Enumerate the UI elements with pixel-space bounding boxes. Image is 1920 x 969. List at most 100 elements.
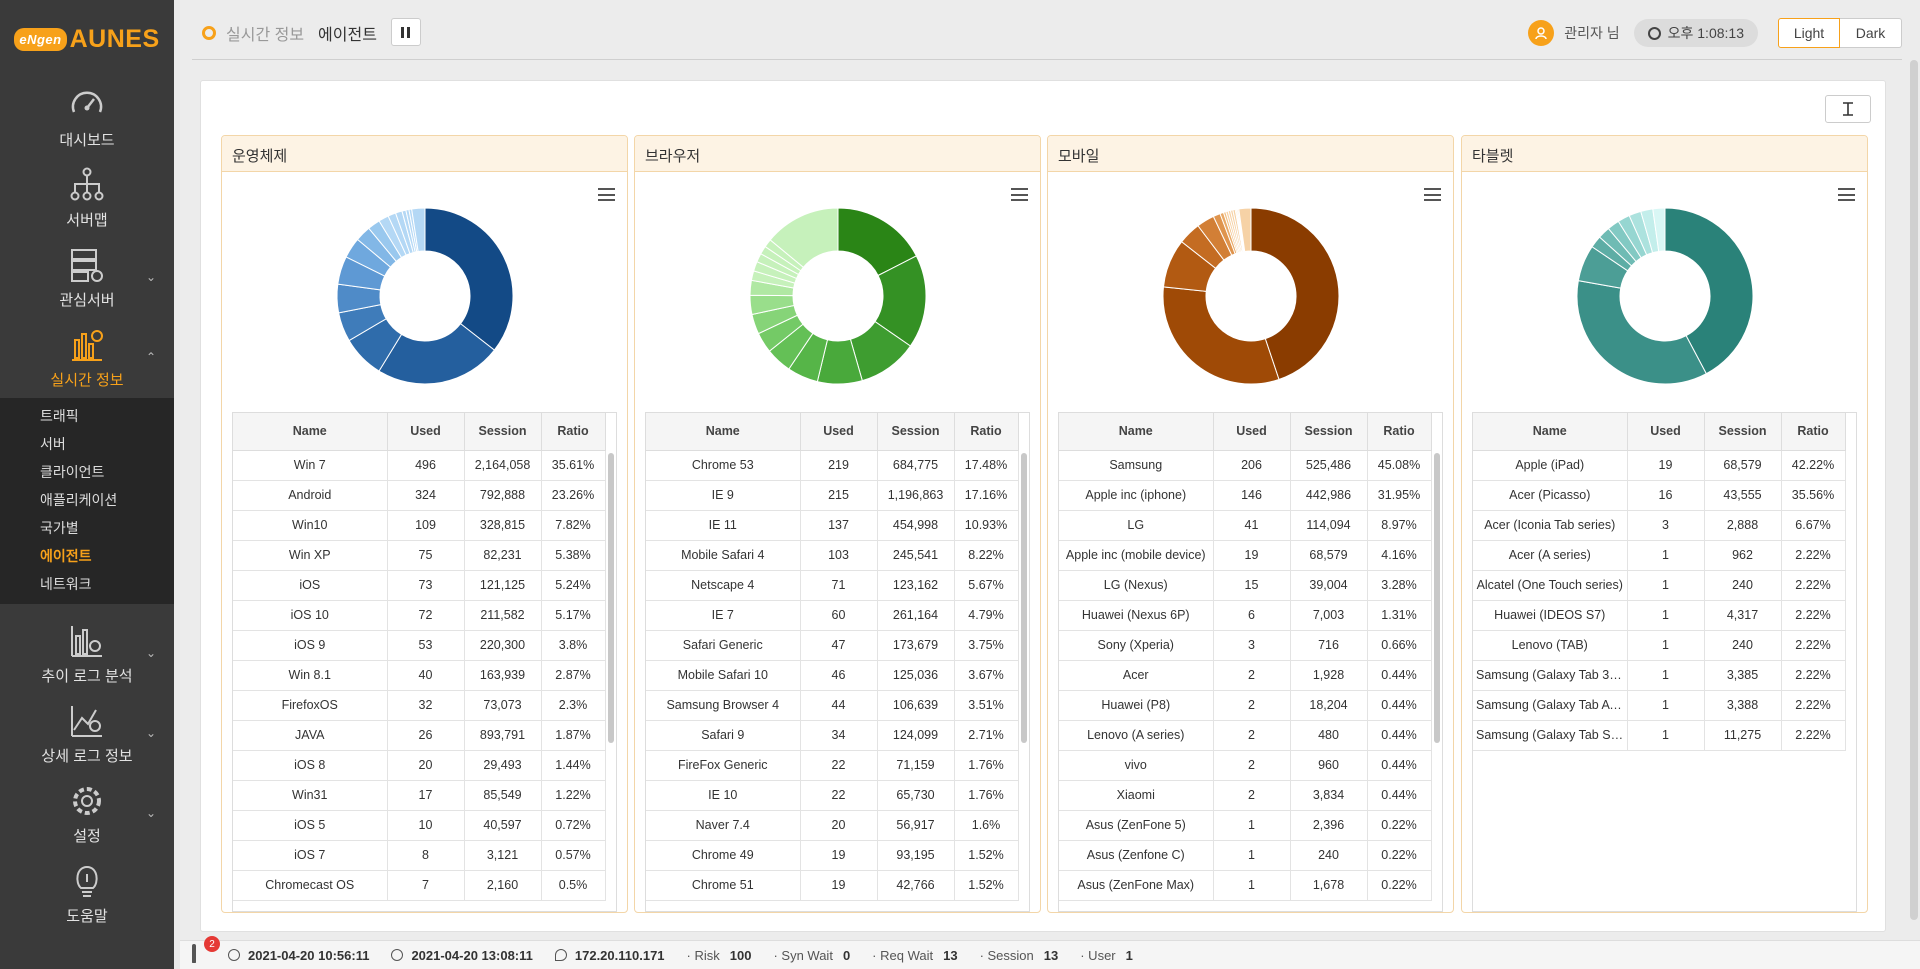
user-icon[interactable]: [1528, 20, 1555, 46]
column-header[interactable]: Session: [877, 413, 955, 451]
table-row[interactable]: Asus (Zenfone C) 1 240 0.22%: [1059, 840, 1432, 871]
table-row[interactable]: Samsung (Galaxy Tab 3 7.0) 1 3,385 2.22%: [1473, 660, 1846, 691]
logo[interactable]: eNgen AUNES: [0, 0, 174, 78]
table-row[interactable]: LG 41 114,094 8.97%: [1059, 510, 1432, 541]
column-header[interactable]: Ratio: [541, 413, 606, 451]
table-row[interactable]: Samsung (Galaxy Tab S2 ... 1 11,275 2.22%: [1473, 720, 1846, 751]
table-row[interactable]: Huawei (IDEOS S7) 1 4,317 2.22%: [1473, 600, 1846, 631]
table-row[interactable]: JAVA 26 893,791 1.87%: [233, 720, 606, 751]
table-row[interactable]: Samsung 206 525,486 45.08%: [1059, 450, 1432, 481]
table-row[interactable]: Win31 17 85,549 1.22%: [233, 780, 606, 811]
nav-dashboard[interactable]: 대시보드: [0, 78, 174, 158]
table-row[interactable]: iOS 9 53 220,300 3.8%: [233, 630, 606, 661]
table-row[interactable]: Acer (A series) 1 962 2.22%: [1473, 540, 1846, 571]
table-row[interactable]: iOS 5 10 40,597 0.72%: [233, 810, 606, 841]
table-row[interactable]: Mobile Safari 4 103 245,541 8.22%: [646, 540, 1019, 571]
column-header[interactable]: Name: [1473, 413, 1628, 451]
table-row[interactable]: Lenovo (A series) 2 480 0.44%: [1059, 720, 1432, 751]
table-row[interactable]: Huawei (Nexus 6P) 6 7,003 1.31%: [1059, 600, 1432, 631]
donut-slice[interactable]: [1652, 207, 1666, 253]
donut-slice[interactable]: [1250, 207, 1340, 381]
table-row[interactable]: Chrome 51 19 42,766 1.52%: [646, 870, 1019, 901]
table-scrollbar[interactable]: [1021, 453, 1027, 743]
column-header[interactable]: Used: [387, 413, 465, 451]
sub-item-network[interactable]: 네트워크: [40, 576, 92, 592]
nav-servermap[interactable]: 서버맵: [0, 158, 174, 238]
donut-slice[interactable]: [411, 207, 426, 253]
table-row[interactable]: Chromecast OS 7 2,160 0.5%: [233, 870, 606, 901]
table-row[interactable]: Huawei (P8) 2 18,204 0.44%: [1059, 690, 1432, 721]
table-row[interactable]: Samsung (Galaxy Tab A 9... 1 3,388 2.22%: [1473, 690, 1846, 721]
table-row[interactable]: Apple inc (iphone) 146 442,986 31.95%: [1059, 480, 1432, 511]
user-name[interactable]: 관리자 님: [1564, 25, 1620, 41]
table-row[interactable]: vivo 2 960 0.44%: [1059, 750, 1432, 781]
donut-slice[interactable]: [1238, 207, 1252, 253]
table-row[interactable]: Safari 9 34 124,099 2.71%: [646, 720, 1019, 751]
nav-realtime[interactable]: 실시간 정보 ⌃: [0, 318, 174, 398]
table-row[interactable]: iOS 10 72 211,582 5.17%: [233, 600, 606, 631]
column-header[interactable]: Session: [1290, 413, 1368, 451]
breadcrumb-section[interactable]: 실시간 정보: [226, 27, 305, 44]
table-scrollbar[interactable]: [608, 453, 614, 743]
donut-slice[interactable]: [378, 322, 496, 385]
table-row[interactable]: iOS 7 8 3,121 0.57%: [233, 840, 606, 871]
table-row[interactable]: Win 7 496 2,164,058 35.61%: [233, 450, 606, 481]
sub-item-application[interactable]: 애플리케이션: [40, 492, 118, 508]
table-row[interactable]: FirefoxOS 32 73,073 2.3%: [233, 690, 606, 721]
column-header[interactable]: Used: [1627, 413, 1705, 451]
sub-item-server[interactable]: 서버: [40, 436, 66, 452]
column-header[interactable]: Ratio: [954, 413, 1019, 451]
nav-trend[interactable]: 추이 로그 분석 ⌄: [0, 614, 174, 694]
donut-slice[interactable]: [769, 207, 839, 269]
table-row[interactable]: Chrome 49 19 93,195 1.52%: [646, 840, 1019, 871]
page-scrollbar[interactable]: [1910, 60, 1918, 920]
hamburger-menu-icon[interactable]: [1011, 188, 1028, 201]
nav-interest-server[interactable]: 관심서버 ⌄: [0, 238, 174, 318]
theme-light-button[interactable]: Light: [1778, 18, 1840, 48]
hamburger-menu-icon[interactable]: [598, 188, 615, 201]
table-row[interactable]: Android 324 792,888 23.26%: [233, 480, 606, 511]
nav-settings[interactable]: 설정 ⌄: [0, 774, 174, 854]
column-header[interactable]: Used: [1213, 413, 1291, 451]
table-row[interactable]: Samsung Browser 4 44 106,639 3.51%: [646, 690, 1019, 721]
donut-slice[interactable]: [1576, 280, 1707, 385]
table-row[interactable]: Netscape 4 71 123,162 5.67%: [646, 570, 1019, 601]
sub-item-client[interactable]: 클라이언트: [40, 464, 105, 480]
column-header[interactable]: Session: [1704, 413, 1782, 451]
table-row[interactable]: Asus (ZenFone Max) 1 1,678 0.22%: [1059, 870, 1432, 901]
table-scrollbar[interactable]: [1434, 453, 1440, 743]
scroll-top-button[interactable]: [1825, 95, 1871, 123]
table-row[interactable]: Mobile Safari 10 46 125,036 3.67%: [646, 660, 1019, 691]
column-header[interactable]: Name: [646, 413, 801, 451]
table-row[interactable]: Safari Generic 47 173,679 3.75%: [646, 630, 1019, 661]
donut-slice[interactable]: [1664, 207, 1754, 375]
nav-detail-log[interactable]: 상세 로그 정보 ⌄: [0, 694, 174, 774]
sub-item-traffic[interactable]: 트래픽: [40, 408, 79, 424]
donut-slice[interactable]: [1162, 286, 1280, 385]
column-header[interactable]: Session: [464, 413, 542, 451]
table-row[interactable]: iOS 8 20 29,493 1.44%: [233, 750, 606, 781]
sub-item-country[interactable]: 국가별: [40, 520, 79, 536]
table-row[interactable]: Acer (Picasso) 16 43,555 35.56%: [1473, 480, 1846, 511]
donut-slice[interactable]: [424, 207, 514, 351]
column-header[interactable]: Name: [233, 413, 388, 451]
table-row[interactable]: Xiaomi 2 3,834 0.44%: [1059, 780, 1432, 811]
column-header[interactable]: Ratio: [1367, 413, 1432, 451]
table-row[interactable]: LG (Nexus) 15 39,004 3.28%: [1059, 570, 1432, 601]
table-row[interactable]: Naver 7.4 20 56,917 1.6%: [646, 810, 1019, 841]
table-row[interactable]: Sony (Xperia) 3 716 0.66%: [1059, 630, 1432, 661]
table-row[interactable]: Lenovo (TAB) 1 240 2.22%: [1473, 630, 1846, 661]
bell-icon[interactable]: 2: [192, 936, 220, 964]
nav-help[interactable]: 도움말: [0, 854, 174, 934]
hamburger-menu-icon[interactable]: [1838, 188, 1855, 201]
table-row[interactable]: Apple (iPad) 19 68,579 42.22%: [1473, 450, 1846, 481]
theme-dark-button[interactable]: Dark: [1840, 18, 1902, 48]
sub-item-agent[interactable]: 에이전트: [40, 548, 92, 564]
column-header[interactable]: Name: [1059, 413, 1214, 451]
table-row[interactable]: Apple inc (mobile device) 19 68,579 4.16%: [1059, 540, 1432, 571]
pause-button[interactable]: [390, 18, 421, 46]
table-row[interactable]: Alcatel (One Touch series) 1 240 2.22%: [1473, 570, 1846, 601]
table-row[interactable]: Chrome 53 219 684,775 17.48%: [646, 450, 1019, 481]
table-row[interactable]: Win10 109 328,815 7.82%: [233, 510, 606, 541]
column-header[interactable]: Used: [800, 413, 878, 451]
